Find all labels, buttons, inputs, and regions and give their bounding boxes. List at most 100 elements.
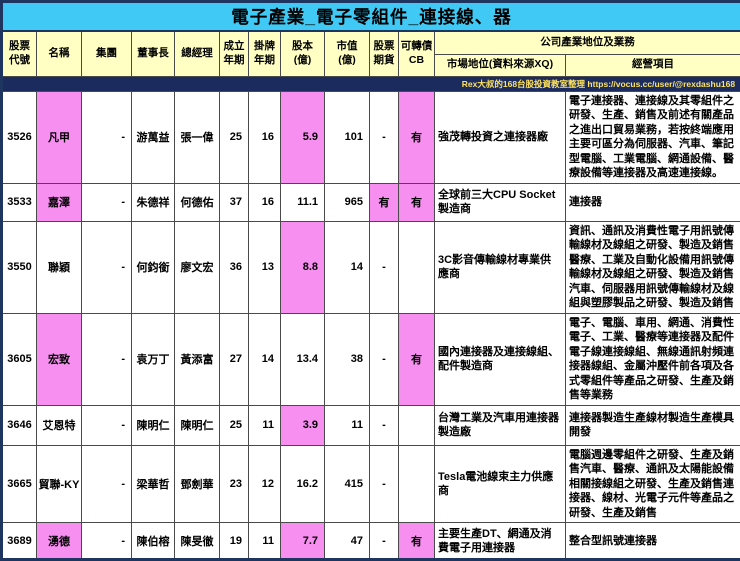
futures-cell: - bbox=[370, 445, 399, 523]
listed-years-cell: 16 bbox=[249, 91, 281, 183]
col-header-market-position: 市場地位(資料來源XQ) bbox=[435, 54, 566, 76]
stock-name: 聯穎 bbox=[37, 221, 82, 313]
capital-cell: 8.8 bbox=[281, 221, 325, 313]
business-items-cell: 連接器製造生產線材製造生產模具開發 bbox=[566, 405, 740, 445]
market-position-cell: 全球前三大CPU Socket製造商 bbox=[435, 183, 566, 221]
group-cell: - bbox=[82, 183, 132, 221]
stock-name: 湧德 bbox=[37, 523, 82, 560]
capital-cell: 13.4 bbox=[281, 313, 325, 405]
capital-cell: 11.1 bbox=[281, 183, 325, 221]
business-items-cell: 資訊、通訊及消費性電子用訊號傳輸線材及線組之研發、製造及銷售醫療、工業及自動化設… bbox=[566, 221, 740, 313]
col-header-business-group: 公司產業地位及業務 bbox=[435, 31, 740, 54]
group-cell: - bbox=[82, 445, 132, 523]
market-cap-cell: 415 bbox=[325, 445, 370, 523]
stock-code: 3550 bbox=[2, 221, 37, 313]
chairman-cell: 朱德祥 bbox=[132, 183, 175, 221]
col-header-cb: 可轉債 CB bbox=[399, 31, 435, 76]
stock-name: 艾恩特 bbox=[37, 405, 82, 445]
col-header-group: 集團 bbox=[82, 31, 132, 76]
table-row: 3550 聯穎 - 何鈞銜 廖文宏 36 13 8.8 14 - 3C影音傳輸線… bbox=[2, 221, 740, 313]
gm-cell: 黃添富 bbox=[175, 313, 220, 405]
stock-code: 3533 bbox=[2, 183, 37, 221]
col-header-chairman: 董事長 bbox=[132, 31, 175, 76]
stock-code: 3526 bbox=[2, 91, 37, 183]
col-header-capital: 股本 (億) bbox=[281, 31, 325, 76]
listed-years-cell: 12 bbox=[249, 445, 281, 523]
stock-code: 3605 bbox=[2, 313, 37, 405]
cb-cell bbox=[399, 445, 435, 523]
capital-cell: 7.7 bbox=[281, 523, 325, 560]
chairman-cell: 陳明仁 bbox=[132, 405, 175, 445]
table-row: 3533 嘉澤 - 朱德祥 何德佑 37 16 11.1 965 有 有 全球前… bbox=[2, 183, 740, 221]
futures-cell: - bbox=[370, 91, 399, 183]
futures-cell: - bbox=[370, 221, 399, 313]
chairman-cell: 袁万丁 bbox=[132, 313, 175, 405]
market-position-cell: Tesla電池線束主力供應商 bbox=[435, 445, 566, 523]
market-cap-cell: 965 bbox=[325, 183, 370, 221]
stock-name: 嘉澤 bbox=[37, 183, 82, 221]
stock-code: 3689 bbox=[2, 523, 37, 560]
col-header-listed-years: 掛牌 年期 bbox=[249, 31, 281, 76]
cb-cell bbox=[399, 221, 435, 313]
market-cap-cell: 101 bbox=[325, 91, 370, 183]
cb-cell: 有 bbox=[399, 91, 435, 183]
founded-years-cell: 36 bbox=[220, 221, 249, 313]
founded-years-cell: 25 bbox=[220, 91, 249, 183]
col-header-market-cap: 市值 (億) bbox=[325, 31, 370, 76]
market-cap-cell: 47 bbox=[325, 523, 370, 560]
business-items-cell: 整合型訊號連接器 bbox=[566, 523, 740, 560]
listed-years-cell: 11 bbox=[249, 523, 281, 560]
business-items-cell: 電腦週邊零組件之研發、生產及銷售汽車、醫療、通訊及太陽能設備相關接線組之研發、生… bbox=[566, 445, 740, 523]
col-header-gm: 總經理 bbox=[175, 31, 220, 76]
col-header-futures: 股票 期貨 bbox=[370, 31, 399, 76]
listed-years-cell: 14 bbox=[249, 313, 281, 405]
futures-cell: 有 bbox=[370, 183, 399, 221]
col-header-business-items: 經營項目 bbox=[566, 54, 740, 76]
group-cell: - bbox=[82, 313, 132, 405]
chairman-cell: 游萬益 bbox=[132, 91, 175, 183]
market-position-cell: 台灣工業及汽車用連接器製造廠 bbox=[435, 405, 566, 445]
market-cap-cell: 14 bbox=[325, 221, 370, 313]
market-position-cell: 主要生產DT、網通及消費電子用連接器 bbox=[435, 523, 566, 560]
gm-cell: 鄧劍華 bbox=[175, 445, 220, 523]
gm-cell: 張一偉 bbox=[175, 91, 220, 183]
col-header-founded-years: 成立 年期 bbox=[220, 31, 249, 76]
futures-cell: - bbox=[370, 523, 399, 560]
chairman-cell: 陳伯榕 bbox=[132, 523, 175, 560]
table-row: 3689 湧德 - 陳伯榕 陳旻徹 19 11 7.7 47 - 有 主要生產D… bbox=[2, 523, 740, 560]
listed-years-cell: 13 bbox=[249, 221, 281, 313]
table-row: 3646 艾恩特 - 陳明仁 陳明仁 25 11 3.9 11 - 台灣工業及汽… bbox=[2, 405, 740, 445]
cb-cell: 有 bbox=[399, 183, 435, 221]
group-cell: - bbox=[82, 523, 132, 560]
gm-cell: 何德佑 bbox=[175, 183, 220, 221]
gm-cell: 陳明仁 bbox=[175, 405, 220, 445]
gm-cell: 陳旻徹 bbox=[175, 523, 220, 560]
market-cap-cell: 11 bbox=[325, 405, 370, 445]
business-items-cell: 電子、電腦、車用、網通、消費性電子、工業、醫療等連接器及配件電子線連接線組、無線… bbox=[566, 313, 740, 405]
stock-code: 3665 bbox=[2, 445, 37, 523]
market-cap-cell: 38 bbox=[325, 313, 370, 405]
stock-name: 凡甲 bbox=[37, 91, 82, 183]
futures-cell: - bbox=[370, 313, 399, 405]
futures-cell: - bbox=[370, 405, 399, 445]
capital-cell: 5.9 bbox=[281, 91, 325, 183]
table-row: 3605 宏致 - 袁万丁 黃添富 27 14 13.4 38 - 有 國內連接… bbox=[2, 313, 740, 405]
founded-years-cell: 27 bbox=[220, 313, 249, 405]
page-title: 電子產業_電子零組件_連接線、器 bbox=[2, 2, 740, 32]
col-header-name: 名稱 bbox=[37, 31, 82, 76]
business-items-cell: 電子連接器、連接線及其零組件之研發、生產、銷售及前述有關產品之進出口貿易業務，若… bbox=[566, 91, 740, 183]
market-position-cell: 強茂轉投資之連接器廠 bbox=[435, 91, 566, 183]
chairman-cell: 何鈞銜 bbox=[132, 221, 175, 313]
market-position-cell: 3C影音傳輸線材專業供應商 bbox=[435, 221, 566, 313]
col-header-stock-code: 股票 代號 bbox=[2, 31, 37, 76]
capital-cell: 16.2 bbox=[281, 445, 325, 523]
cb-cell: 有 bbox=[399, 523, 435, 560]
chairman-cell: 梁華哲 bbox=[132, 445, 175, 523]
cb-cell: 有 bbox=[399, 313, 435, 405]
table-row: 3526 凡甲 - 游萬益 張一偉 25 16 5.9 101 - 有 強茂轉投… bbox=[2, 91, 740, 183]
business-items-cell: 連接器 bbox=[566, 183, 740, 221]
group-cell: - bbox=[82, 221, 132, 313]
listed-years-cell: 11 bbox=[249, 405, 281, 445]
gm-cell: 廖文宏 bbox=[175, 221, 220, 313]
